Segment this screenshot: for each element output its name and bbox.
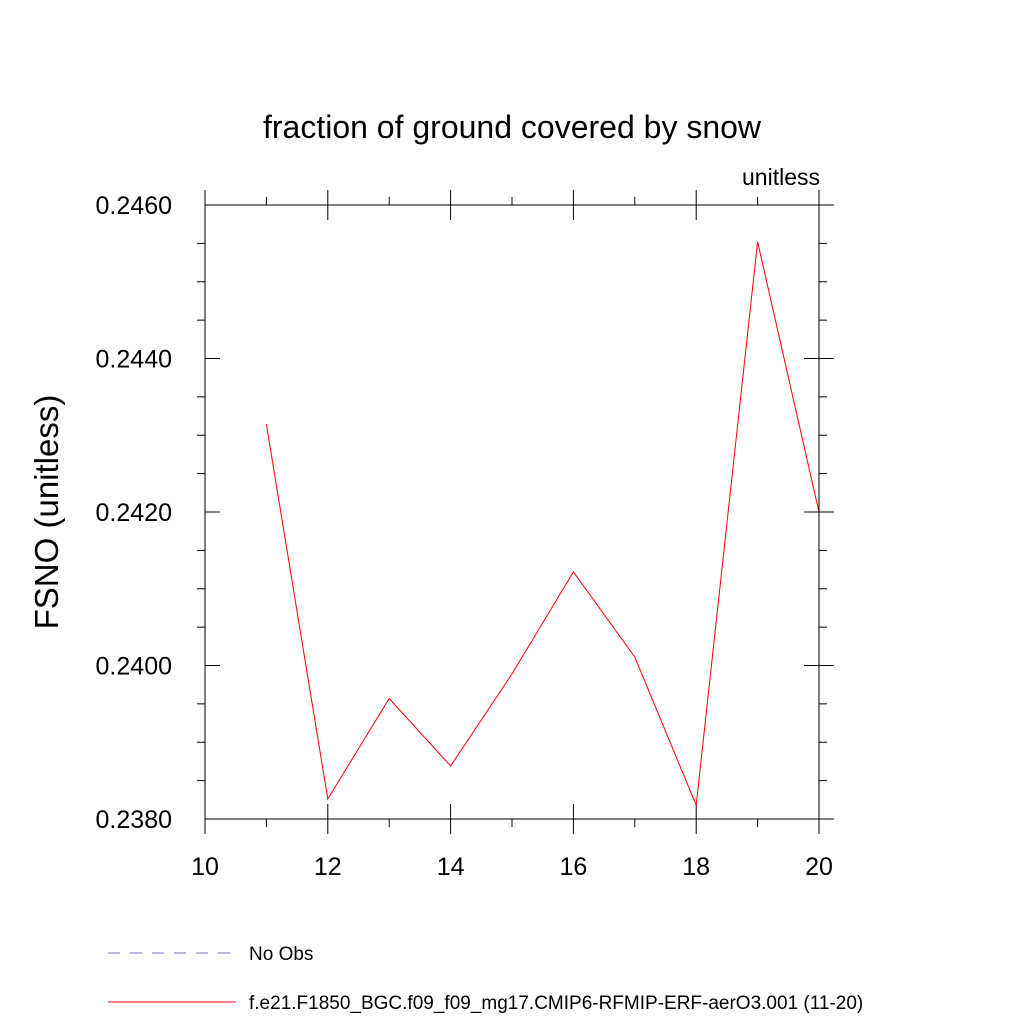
legend-label: No Obs bbox=[249, 944, 313, 965]
x-tick-label: 18 bbox=[682, 853, 710, 881]
x-tick-label: 20 bbox=[805, 853, 833, 881]
plot-frame bbox=[204, 204, 820, 820]
y-tick-label: 0.2460 bbox=[96, 192, 172, 220]
axis-ticks bbox=[197, 190, 834, 834]
x-tick-label: 12 bbox=[314, 853, 342, 881]
series-line-1 bbox=[265, 241, 820, 806]
y-tick-label: 0.2380 bbox=[96, 806, 172, 834]
legend: No Obs f.e21.F1850_BGC.f09_f09_mg17.CMIP6… bbox=[108, 944, 863, 1014]
x-tick-label: 16 bbox=[559, 853, 587, 881]
y-axis-label: FSNO (unitless) bbox=[28, 395, 65, 630]
tick-labels: 10 12 14 16 18 20 0.2380 0.2400 0.2420 0.2440 0.24… bbox=[96, 192, 833, 881]
chart-title: fraction of ground covered by snow bbox=[263, 109, 762, 145]
y-tick-label: 0.2400 bbox=[96, 653, 172, 681]
y-tick-label: 0.2440 bbox=[96, 346, 172, 374]
units-label: unitless bbox=[742, 164, 820, 190]
y-tick-label: 0.2420 bbox=[96, 499, 172, 527]
x-tick-label: 14 bbox=[437, 853, 465, 881]
legend-label: f.e21.F1850_BGC.f09_f09_mg17.CMIP6-RFMIP… bbox=[249, 993, 863, 1014]
series-lines bbox=[265, 241, 820, 806]
x-tick-label: 10 bbox=[191, 853, 219, 881]
